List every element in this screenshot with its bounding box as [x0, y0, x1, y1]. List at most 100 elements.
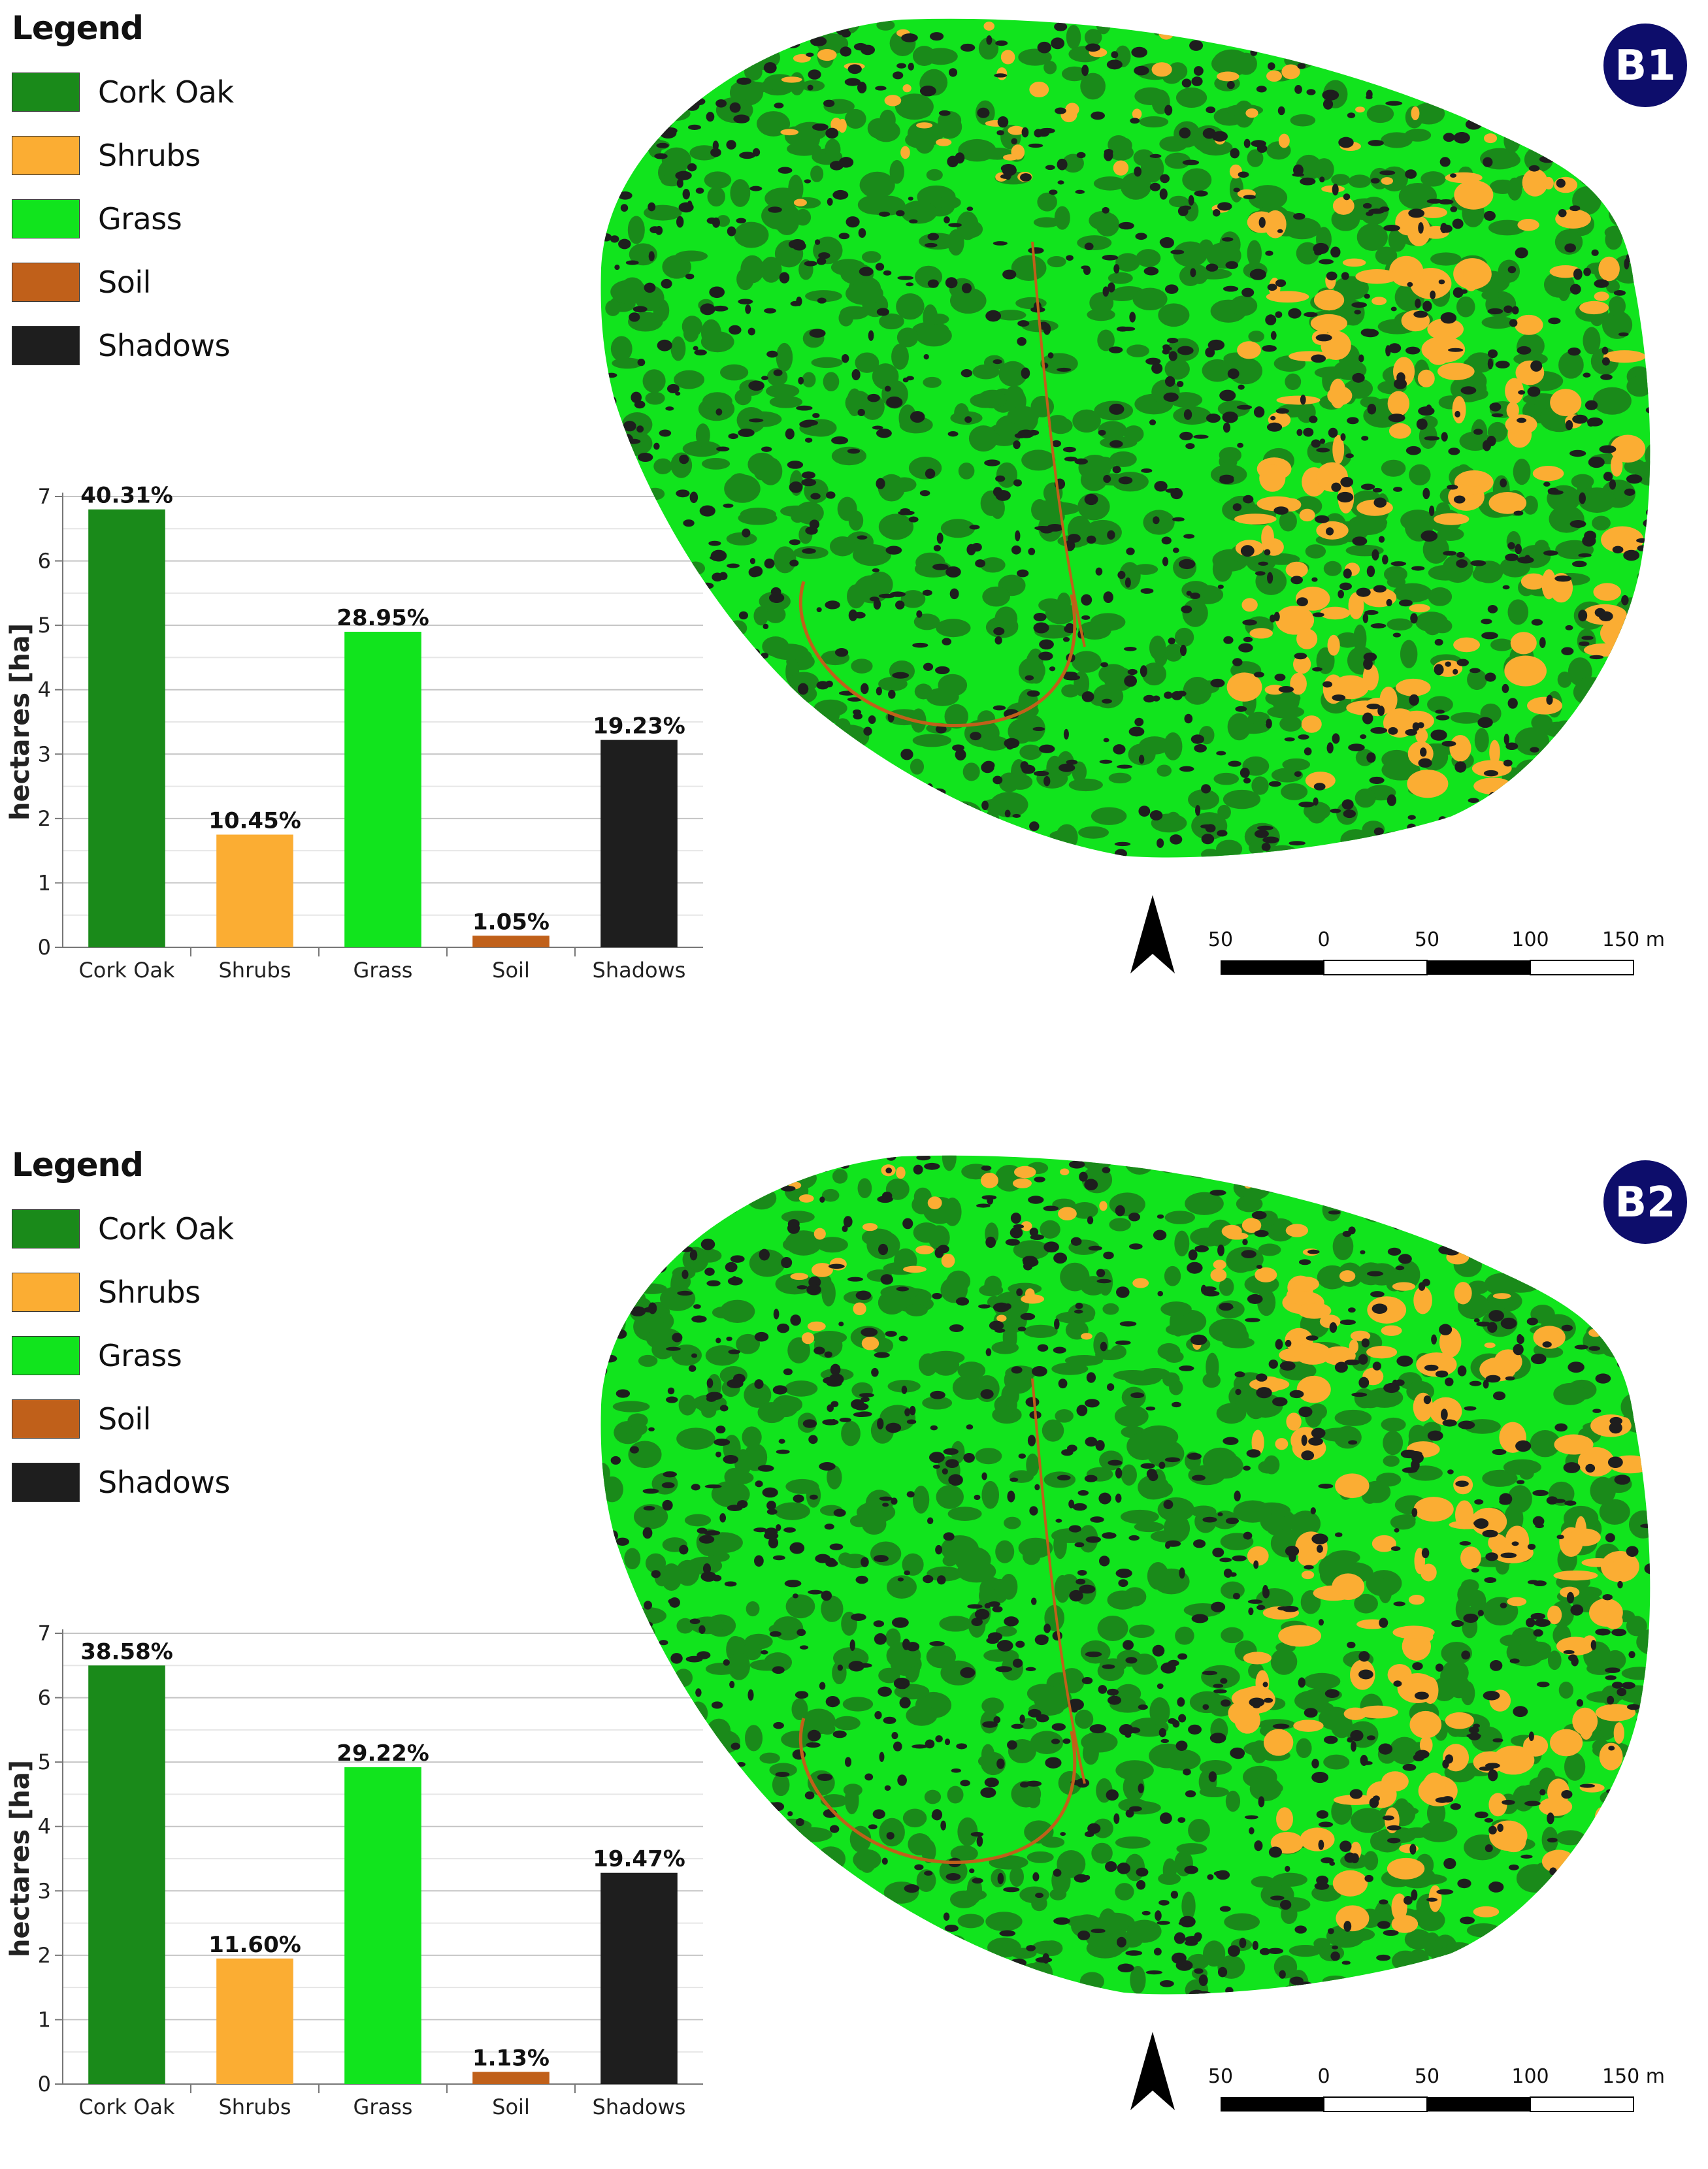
map-mark: [1126, 1996, 1134, 2004]
map-mark: [1360, 397, 1381, 408]
map-mark: [1114, 849, 1127, 858]
land-cover-map-b2: B2 50 0 50 100 150 m: [600, 1155, 1687, 2112]
map-mark: [1545, 1906, 1584, 1933]
map-mark: [975, 559, 986, 568]
map-mark: [900, 146, 910, 159]
map-mark: [1337, 491, 1354, 503]
map-mark: [1338, 137, 1354, 148]
map-mark: [1238, 384, 1245, 390]
map-mark: [960, 1780, 970, 1787]
map-mark: [1500, 1317, 1517, 1329]
map-mark: [1095, 567, 1103, 576]
map-mark: [1622, 1818, 1651, 1830]
map-mark: [1307, 1303, 1319, 1315]
map-mark: [1585, 751, 1624, 764]
map-mark: [809, 1494, 818, 1500]
map-mark: [1432, 1677, 1457, 1701]
map-mark: [1347, 61, 1364, 69]
map-mark: [1381, 831, 1411, 843]
map-mark: [1590, 1476, 1616, 1505]
map-mark: [1437, 363, 1475, 380]
map-mark: [1293, 655, 1311, 674]
map-mark: [1562, 1155, 1596, 1179]
map-mark: [631, 1207, 636, 1212]
legend-label: Shadows: [98, 327, 230, 363]
map-mark: [691, 655, 703, 661]
map-mark: [1356, 1982, 1375, 1995]
map-mark: [1606, 1933, 1646, 1944]
map-mark: [785, 802, 794, 811]
map-mark: [1004, 1988, 1043, 1995]
map-mark: [893, 71, 904, 80]
map-mark: [627, 216, 645, 244]
map-mark: [793, 845, 817, 858]
map-mark: [913, 1222, 940, 1243]
legend-swatch: [12, 72, 80, 112]
map-mark: [1536, 1682, 1550, 1688]
map-mark: [1575, 1192, 1602, 1215]
map-mark: [1421, 171, 1446, 187]
map-mark: [1304, 747, 1312, 756]
map-mark: [787, 843, 813, 858]
map-mark: [861, 1513, 887, 1535]
map-mark: [1081, 594, 1092, 606]
map-mark: [865, 1490, 893, 1517]
map-mark: [1595, 1373, 1611, 1384]
map-mark: [776, 342, 793, 372]
map-mark: [896, 293, 925, 320]
map-mark: [1270, 331, 1277, 340]
map-mark: [1457, 1282, 1470, 1293]
scale-label: 50: [1415, 928, 1439, 951]
map-mark: [1441, 740, 1456, 747]
map-mark: [1588, 1346, 1601, 1351]
map-mark: [1168, 1659, 1179, 1667]
map-mark: [1274, 674, 1286, 681]
map-mark: [1488, 792, 1498, 801]
map-mark: [772, 1385, 787, 1395]
map-mark: [750, 49, 759, 57]
map-mark: [642, 117, 653, 122]
map-mark: [1322, 1198, 1341, 1222]
map-mark: [1588, 1328, 1602, 1337]
map-mark: [876, 428, 892, 438]
map-mark: [610, 235, 619, 243]
map-mark: [1335, 1532, 1343, 1537]
map-mark: [1461, 1650, 1471, 1660]
map-mark: [751, 1902, 757, 1907]
map-mark: [1649, 577, 1651, 589]
map-mark: [851, 659, 873, 674]
map-mark: [1103, 1251, 1114, 1260]
y-tick-label: 5: [38, 1750, 51, 1774]
map-mark: [878, 1667, 900, 1684]
map-mark: [906, 1419, 917, 1424]
map-mark: [867, 118, 889, 139]
map-mark: [775, 1772, 790, 1777]
map-mark: [1177, 1817, 1186, 1823]
map-mark: [844, 1955, 863, 1973]
map-mark: [661, 1482, 675, 1489]
map-mark: [1294, 85, 1302, 94]
map-mark: [1455, 1480, 1469, 1487]
map-mark: [1266, 1187, 1278, 1193]
map-mark: [1502, 585, 1510, 590]
map-mark: [1072, 409, 1101, 433]
map-mark: [806, 829, 841, 851]
map-mark: [823, 372, 840, 391]
map-mark: [965, 2002, 979, 2007]
map-mark: [1547, 1812, 1554, 1825]
map-mark: [1591, 1169, 1598, 1179]
map-mark: [808, 1590, 823, 1595]
legend-label: Soil: [98, 1401, 151, 1437]
map-mark: [802, 548, 816, 554]
map-mark: [1554, 1434, 1594, 1455]
map-mark: [997, 116, 1009, 128]
map-mark: [1223, 636, 1234, 644]
map-mark: [1455, 837, 1470, 847]
map-mark: [1139, 18, 1155, 27]
y-tick-label: 1: [38, 870, 51, 895]
map-mark: [1011, 1995, 1021, 2001]
map-mark: [636, 20, 661, 35]
map-mark: [791, 751, 802, 763]
map-mark: [1273, 612, 1280, 622]
map-mark: [1115, 1569, 1132, 1578]
